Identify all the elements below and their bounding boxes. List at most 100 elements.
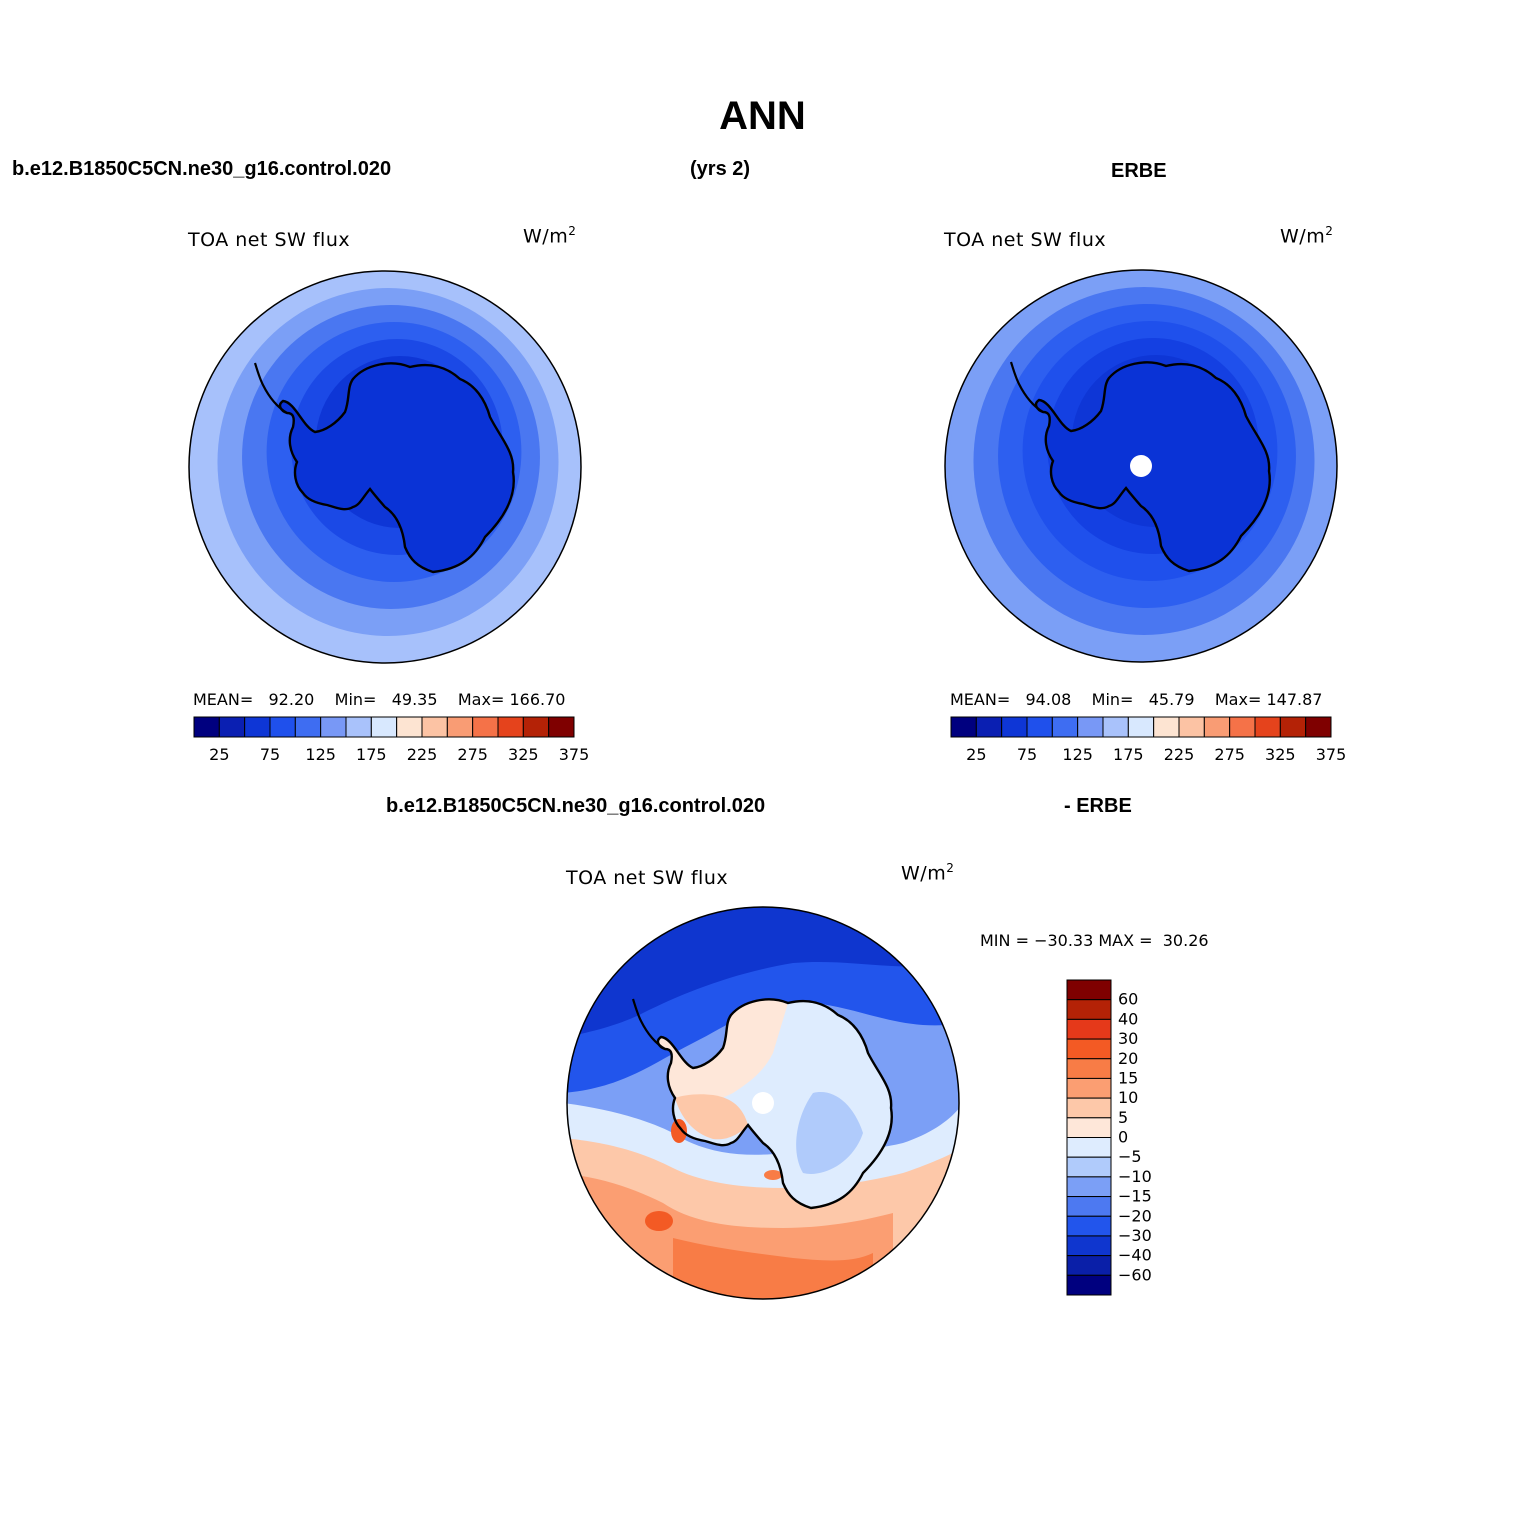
antarctic-peninsula (631, 998, 666, 1050)
colorbar-swatch (269, 716, 296, 738)
colorbar-tick-label: 15 (1118, 1068, 1138, 1087)
colorbar-swatch (1066, 1196, 1112, 1217)
panel-3-units-exp: 2 (946, 861, 955, 875)
max-label: Max= (1214, 690, 1262, 709)
colorbar-tick-label: −15 (1118, 1187, 1152, 1206)
mean-label: MEAN= (950, 690, 1011, 709)
antarctica-coastline (278, 362, 515, 574)
colorbar-tick-label: 225 (407, 745, 438, 764)
panel-3-units-label: W/m2 (901, 861, 954, 884)
colorbar-tick-label: −5 (1118, 1147, 1142, 1166)
colorbar-swatch (396, 716, 423, 738)
case-name-label: b.e12.B1850C5CN.ne30_g16.control.020 (12, 158, 392, 180)
colorbar-swatch (522, 716, 550, 738)
colorbar-panel-2: 25 75 125 175 225 275 325 375 (950, 716, 1346, 764)
antarctic-peninsula (253, 362, 288, 414)
mean-value: 92.20 (268, 690, 315, 709)
colorbar-swatch (1077, 716, 1104, 738)
colorbar-swatch (294, 716, 322, 738)
diff-obs-label: - ERBE (1064, 795, 1132, 817)
diff-case-label: b.e12.B1850C5CN.ne30_g16.control.020 (386, 795, 766, 817)
colorbar-swatch (1066, 1137, 1112, 1158)
panel-1-units-base: W/m (523, 225, 569, 248)
colorbar-swatch (193, 716, 220, 738)
colorbar-swatch (345, 716, 372, 738)
colorbar-tick-label: −30 (1118, 1226, 1152, 1245)
colorbar-tick-label: 125 (305, 745, 336, 764)
map-model-south-polar (188, 270, 582, 664)
colorbar-swatch (1153, 716, 1180, 738)
panel-2-variable-label: TOA net SW flux (944, 229, 1107, 251)
panel-1-variable-label: TOA net SW flux (188, 229, 351, 251)
colorbar-swatch (320, 716, 347, 738)
mean-value: 94.08 (1025, 690, 1072, 709)
colorbar-swatch (1051, 716, 1079, 738)
colorbar-tick-label: 20 (1118, 1049, 1138, 1068)
colorbar-tick-label: 25 (209, 745, 229, 764)
colorbar-swatch (421, 716, 448, 738)
colorbar-swatch (1229, 716, 1256, 738)
colorbar-swatch (1066, 1255, 1112, 1276)
min-label: Min= (1091, 690, 1134, 709)
colorbar-swatch (1066, 1215, 1112, 1237)
colorbar-tick-label: −20 (1118, 1206, 1152, 1225)
colorbar-tick-label: 375 (559, 745, 590, 764)
main-title: ANN (719, 94, 806, 138)
panel-1-units-label: W/m2 (523, 224, 576, 247)
colorbar-tick-label: 175 (1113, 745, 1144, 764)
colorbar-swatch (1066, 1117, 1112, 1138)
panel-3-minmax: MIN = −30.33 MAX = 30.26 (980, 931, 1209, 950)
colorbar-swatch (1001, 716, 1028, 738)
colorbar-tick-label: 275 (1214, 745, 1245, 764)
colorbar-swatch (1279, 716, 1307, 738)
min-label: Min= (334, 690, 377, 709)
colorbar-swatch (1026, 716, 1053, 738)
colorbar-swatch (1066, 1097, 1112, 1119)
colorbar-tick-label: 75 (260, 745, 280, 764)
colorbar-swatch (497, 716, 524, 738)
min-value: 49.35 (391, 690, 438, 709)
panel-3-units-base: W/m (901, 862, 947, 885)
colorbar-tick-label: 30 (1118, 1029, 1138, 1048)
panel-2-stats: MEAN= 94.08 Min= 45.79 Max= 147.87 (950, 690, 1322, 709)
pole-missing-data (752, 1092, 774, 1114)
colorbar-tick-label: −10 (1118, 1167, 1152, 1186)
panel-2-units-base: W/m (1280, 225, 1326, 248)
colorbar-tick-label: 5 (1118, 1108, 1128, 1127)
panel-1-stats: MEAN= 92.20 Min= 49.35 Max= 166.70 (193, 690, 565, 709)
map-obs-south-polar (944, 269, 1338, 663)
pole-missing-data (1130, 455, 1152, 477)
colorbar-swatch (1066, 999, 1112, 1020)
colorbar-swatch (1305, 716, 1332, 738)
colorbar-tick-label: 10 (1118, 1088, 1138, 1107)
obs-name-label: ERBE (1111, 160, 1167, 182)
colorbar-swatch (1066, 1058, 1112, 1079)
colorbar-tick-label: 325 (508, 745, 539, 764)
colorbar-swatch (1066, 1018, 1112, 1040)
antarctica-coastline (656, 998, 893, 1210)
panel-1-units-exp: 2 (568, 224, 577, 238)
colorbar-tick-label: 75 (1017, 745, 1037, 764)
colorbar-swatch (1066, 1176, 1112, 1198)
colorbar-swatch (1066, 1235, 1112, 1257)
min-value: 45.79 (1148, 690, 1195, 709)
panel-2-units-exp: 2 (1325, 224, 1334, 238)
colorbar-swatch (1254, 716, 1281, 738)
colorbar-swatch (548, 716, 575, 738)
colorbar-swatch (1066, 979, 1112, 1001)
colorbar-tick-label: 175 (356, 745, 387, 764)
colorbar-swatch (1066, 1038, 1112, 1060)
max-value: 147.87 (1266, 690, 1323, 709)
map-diff-south-polar (566, 906, 960, 1300)
max-label: Max= (457, 690, 505, 709)
antarctica-coastline (1034, 361, 1271, 573)
colorbar-swatch (975, 716, 1003, 738)
panel-3-variable-label: TOA net SW flux (566, 867, 729, 889)
colorbar-swatch (1066, 1077, 1112, 1099)
colorbar-swatch (1203, 716, 1231, 738)
colorbar-swatch (446, 716, 474, 738)
colorbar-swatch (1066, 1274, 1112, 1296)
colorbar-tick-label: 60 (1118, 990, 1138, 1009)
colorbar-swatch (1066, 1156, 1112, 1178)
